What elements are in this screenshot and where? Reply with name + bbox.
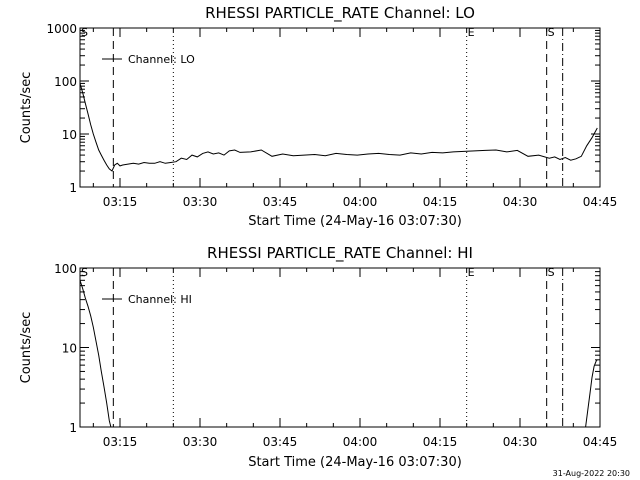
- x-axis-label: Start Time (24-May-16 03:07:30): [248, 214, 462, 229]
- y-tick-label: 100: [54, 262, 77, 276]
- x-tick-label: 04:15: [423, 435, 458, 449]
- x-tick-label: 03:15: [103, 195, 138, 209]
- x-axis-label: Start Time (24-May-16 03:07:30): [248, 455, 462, 470]
- x-tick-label: 03:30: [183, 195, 218, 209]
- x-tick-label: 03:15: [103, 435, 138, 449]
- marker-label-start: S: [81, 26, 88, 39]
- y-tick-label: 10: [62, 342, 77, 356]
- x-tick-label: 04:45: [583, 435, 618, 449]
- x-tick-label: 04:00: [343, 435, 378, 449]
- plot-frame: [79, 267, 601, 428]
- x-tick-label: 04:00: [343, 195, 378, 209]
- marker-label-E: E: [468, 26, 475, 39]
- timestamp-stamp: 31-Aug-2022 20:30: [552, 469, 630, 478]
- chart-title: RHESSI PARTICLE_RATE Channel: HI: [207, 244, 473, 263]
- x-tick-label: 04:15: [423, 195, 458, 209]
- marker-label-E: E: [468, 266, 475, 279]
- x-tick-label: 03:45: [263, 435, 298, 449]
- y-axis-label: Counts/sec: [19, 72, 34, 144]
- y-tick-label: 1: [69, 421, 77, 435]
- y-tick-label: 100: [54, 75, 77, 89]
- x-tick-label: 04:30: [503, 195, 538, 209]
- marker-label-S: S: [548, 266, 555, 279]
- chart-title: RHESSI PARTICLE_RATE Channel: LO: [205, 4, 475, 23]
- x-tick-label: 03:30: [183, 435, 218, 449]
- plot-frame: [79, 27, 601, 188]
- x-tick-label: 03:45: [263, 195, 298, 209]
- legend-label: Channel: LO: [128, 53, 195, 66]
- y-axis-label: Counts/sec: [19, 312, 34, 384]
- y-tick-label: 1000: [46, 22, 77, 36]
- marker-label-start: S: [81, 266, 88, 279]
- marker-label-S: S: [548, 26, 555, 39]
- series-line: [80, 83, 598, 172]
- x-tick-label: 04:45: [583, 195, 618, 209]
- y-tick-label: 1: [69, 181, 77, 195]
- y-tick-label: 10: [62, 128, 77, 142]
- legend-label: Channel: HI: [128, 293, 192, 306]
- x-tick-label: 04:30: [503, 435, 538, 449]
- series-line-late: [585, 359, 598, 427]
- series-line-early: [80, 280, 112, 427]
